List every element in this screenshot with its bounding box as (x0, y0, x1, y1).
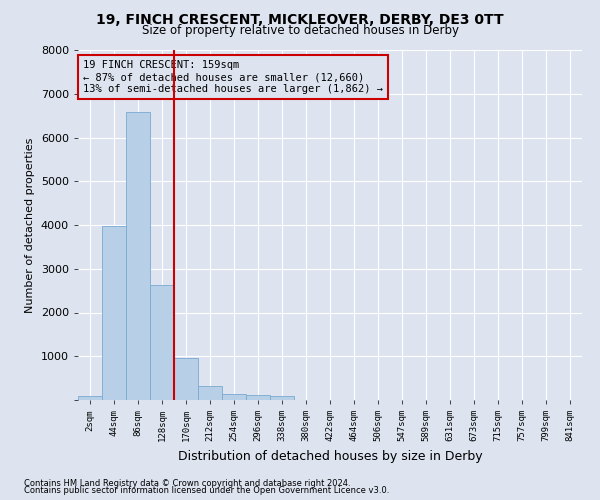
Bar (198, 386, 222, 400)
Text: Size of property relative to detached houses in Derby: Size of property relative to detached ho… (142, 24, 458, 37)
X-axis label: Distribution of detached houses by size in Derby: Distribution of detached houses by size … (178, 450, 482, 462)
Bar (270, 396, 294, 400)
Bar (102, 226, 126, 400)
Bar (174, 358, 198, 400)
Bar (222, 394, 246, 400)
Bar (78, 396, 102, 400)
Bar (246, 395, 270, 400)
Bar (126, 112, 150, 400)
Text: Contains public sector information licensed under the Open Government Licence v3: Contains public sector information licen… (24, 486, 389, 495)
Text: Contains HM Land Registry data © Crown copyright and database right 2024.: Contains HM Land Registry data © Crown c… (24, 478, 350, 488)
Bar (150, 286, 174, 400)
Text: 19 FINCH CRESCENT: 159sqm
← 87% of detached houses are smaller (12,660)
13% of s: 19 FINCH CRESCENT: 159sqm ← 87% of detac… (83, 60, 383, 94)
Text: 19, FINCH CRESCENT, MICKLEOVER, DERBY, DE3 0TT: 19, FINCH CRESCENT, MICKLEOVER, DERBY, D… (96, 12, 504, 26)
Y-axis label: Number of detached properties: Number of detached properties (25, 138, 35, 312)
